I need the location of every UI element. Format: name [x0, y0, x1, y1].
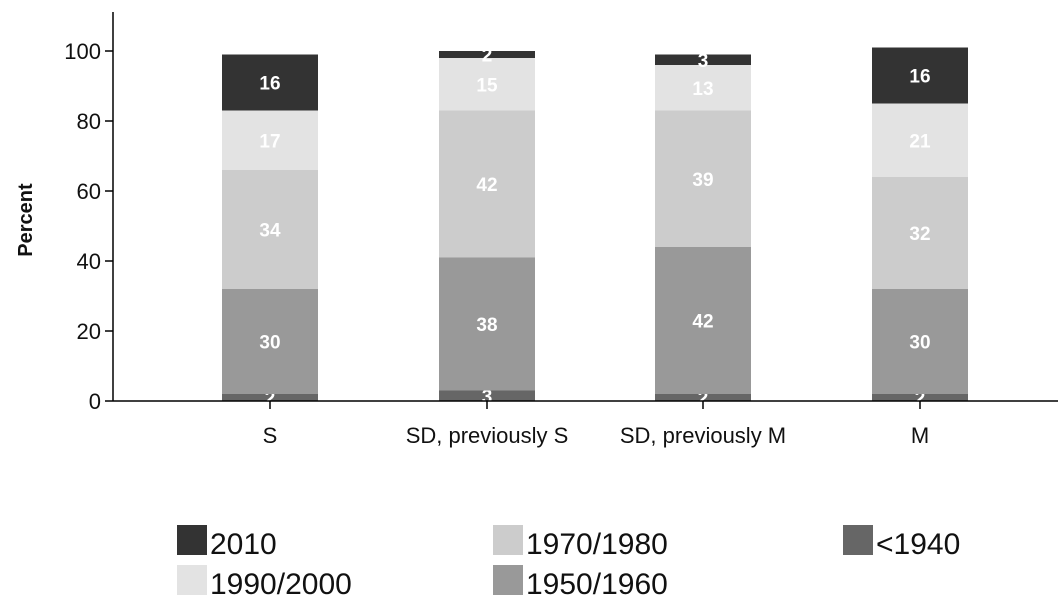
data-label: 13: [692, 79, 713, 100]
bar-segment: [655, 54, 751, 65]
category-label: SD, previously S: [406, 423, 569, 448]
bar-segment: [439, 110, 535, 258]
y-tick-label: 60: [77, 179, 101, 204]
data-label: 42: [692, 312, 713, 333]
bar-segment: [222, 110, 318, 170]
legend-swatch: [493, 525, 523, 555]
legend-label: 1950/1960: [526, 568, 668, 598]
legend-label: <1940: [876, 528, 960, 561]
bar-segment: [222, 170, 318, 289]
bar-segment: [439, 390, 535, 401]
legend-swatch: [493, 565, 523, 595]
data-label: 30: [909, 333, 930, 354]
bar-segment: [872, 47, 968, 104]
bar-segment: [222, 54, 318, 111]
category-label: S: [263, 423, 278, 448]
data-label: 2: [482, 46, 493, 67]
y-tick-label: 80: [77, 109, 101, 134]
data-label: 2: [265, 389, 276, 410]
bar-segment: [872, 289, 968, 394]
data-label: 21: [909, 131, 931, 152]
category-label: SD, previously M: [620, 423, 786, 448]
y-tick-label: 0: [89, 389, 101, 414]
data-label: 39: [692, 170, 713, 191]
plot-area: Percent230341716338421522423913323032211…: [15, 12, 1058, 448]
data-label: 3: [482, 387, 493, 408]
bar-segment: [222, 289, 318, 394]
bar-segment: [439, 257, 535, 391]
bar-segment: [872, 394, 968, 401]
y-axis-label: Percent: [15, 183, 37, 257]
bar-segment: [439, 51, 535, 58]
data-label: 42: [476, 175, 497, 196]
bar-segment: [222, 394, 318, 401]
data-label: 2: [698, 389, 709, 410]
legend-label: 1970/1980: [526, 528, 668, 561]
category-label: M: [911, 423, 929, 448]
data-label: 17: [259, 131, 280, 152]
data-label: 3: [698, 51, 709, 72]
data-label: 15: [476, 75, 498, 96]
data-label: 38: [476, 315, 497, 336]
bar-segment: [872, 103, 968, 177]
bar-segment: [872, 177, 968, 289]
data-label: 30: [259, 333, 280, 354]
legend-swatch: [177, 565, 207, 595]
data-label: 16: [259, 74, 280, 95]
y-tick-label: 100: [64, 39, 101, 64]
legend-label: 1990/2000: [210, 568, 352, 598]
legend-swatch: [843, 525, 873, 555]
data-label: 32: [909, 224, 930, 245]
bar-segment: [655, 110, 751, 247]
legend-swatch: [177, 525, 207, 555]
bar-segment: [655, 65, 751, 111]
bar-segment: [655, 247, 751, 394]
data-label: 2: [915, 389, 926, 410]
legend-label: 2010: [210, 528, 277, 561]
legend: 2010 1970/1980 <1940 1990/2000 1950/1960: [177, 525, 960, 601]
y-tick-label: 40: [77, 249, 101, 274]
data-label: 16: [909, 67, 930, 88]
data-label: 34: [259, 221, 281, 242]
bar-segment: [655, 394, 751, 401]
y-tick-label: 20: [77, 319, 101, 344]
bar-segment: [439, 58, 535, 111]
